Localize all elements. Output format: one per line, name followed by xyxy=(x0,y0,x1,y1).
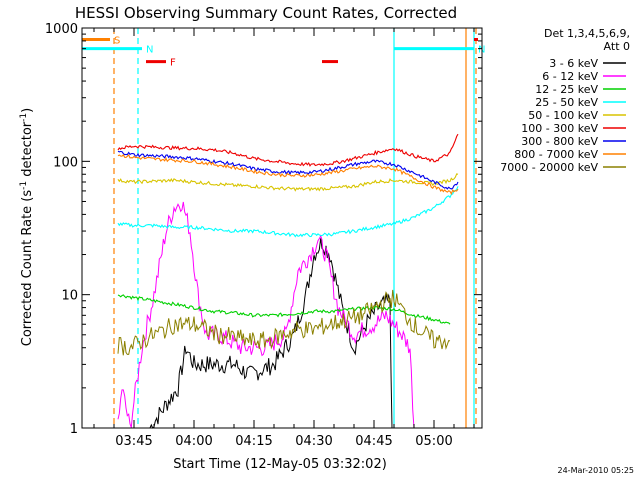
legend-label-3: 12 - 25 keV xyxy=(535,83,598,96)
series-line-4 xyxy=(117,186,459,238)
flag-label-4: F xyxy=(170,58,176,69)
y-tick-label-1: 1 xyxy=(70,422,78,437)
series-line-6 xyxy=(117,133,459,167)
legend-label-2: 6 - 12 keV xyxy=(542,70,598,83)
legend-header-line-2: Att 0 xyxy=(604,40,630,53)
x-tick-label-6: 05:00 xyxy=(415,434,452,449)
legend-label-6: 100 - 300 keV xyxy=(521,122,598,135)
series-line-3 xyxy=(117,294,451,325)
legend-label-9: 7000 - 20000 keV xyxy=(500,161,598,174)
plot-frame xyxy=(81,27,483,429)
x-tick-label-3: 04:15 xyxy=(235,434,272,449)
y-tick-label-100: 100 xyxy=(53,155,78,170)
chart-title: HESSI Observing Summary Count Rates, Cor… xyxy=(75,4,457,22)
flag-label-2: N xyxy=(146,45,153,56)
series-line-8 xyxy=(117,154,459,196)
legend-label-8: 800 - 7000 keV xyxy=(514,148,598,161)
x-tick-label-1: 03:45 xyxy=(115,434,152,449)
series-line-7 xyxy=(117,150,459,190)
series-line-9 xyxy=(117,289,451,356)
y-tick-label-10: 10 xyxy=(61,289,78,304)
legend-label-5: 50 - 100 keV xyxy=(528,109,598,122)
footer-date: 24-Mar-2010 05:25 xyxy=(558,466,635,475)
legend-label-1: 3 - 6 keV xyxy=(549,57,598,70)
x-tick-label-5: 04:45 xyxy=(355,434,392,449)
series-line-5 xyxy=(117,173,459,192)
x-tick-label-4: 04:30 xyxy=(295,434,332,449)
y-axis-label-exponent-1: -1 xyxy=(19,181,29,190)
series-line-1 xyxy=(149,238,393,429)
x-axis-label: Start Time (12-May-05 03:32:02) xyxy=(173,457,387,472)
legend-label-4: 25 - 50 keV xyxy=(535,96,598,109)
y-axis-label: Corrected Count Rate (s-1 detector-1) xyxy=(19,108,35,346)
legend-label-7: 300 - 800 keV xyxy=(521,135,598,148)
x-tick-label-2: 04:00 xyxy=(175,434,212,449)
flag-label-1: S xyxy=(114,35,120,46)
y-tick-label-1000: 1000 xyxy=(45,22,78,37)
legend-header-line-1: Det 1,3,4,5,6,9, xyxy=(544,27,630,40)
y-axis-label-exponent-2: -1 xyxy=(19,113,29,122)
